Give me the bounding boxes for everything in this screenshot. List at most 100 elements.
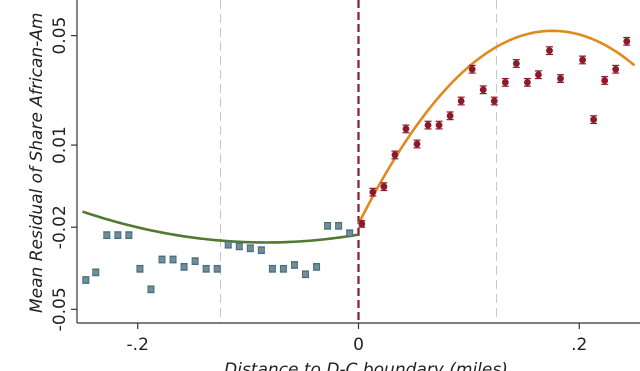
- point-right-21: [601, 76, 609, 85]
- point-left-17: [268, 264, 276, 273]
- marker-left-0: [82, 276, 90, 284]
- point-left-16: [257, 246, 265, 255]
- point-left-7: [158, 255, 166, 264]
- point-left-8: [169, 255, 177, 264]
- marker-left-21: [313, 263, 321, 271]
- marker-right-8: [446, 112, 454, 120]
- axes: -0.05 -0.02 0.01 0.05 -.2 0 .2: [50, 0, 640, 355]
- marker-right-23: [623, 37, 631, 45]
- point-left-12: [213, 264, 221, 273]
- marker-left-22: [324, 222, 332, 230]
- point-right-19: [579, 55, 587, 65]
- point-right-18: [557, 74, 565, 83]
- fit-curves: [82, 29, 636, 244]
- marker-right-1: [369, 188, 377, 196]
- marker-left-1: [92, 268, 100, 276]
- fit-curve-right: [357, 29, 636, 225]
- point-right-6: [424, 120, 432, 130]
- marker-left-24: [346, 229, 354, 237]
- marker-right-20: [590, 116, 598, 124]
- x-tick-label-0: -.2: [127, 335, 149, 355]
- marker-left-15: [246, 244, 254, 252]
- x-tick-label-1: 0: [353, 335, 364, 355]
- marker-left-4: [125, 231, 133, 239]
- point-left-13: [224, 240, 232, 249]
- marker-right-7: [435, 121, 443, 129]
- point-right-16: [534, 70, 542, 80]
- marker-right-15: [524, 78, 531, 86]
- point-right-23: [623, 36, 631, 46]
- point-right-11: [479, 85, 487, 95]
- marker-right-16: [535, 71, 542, 79]
- fit-curve-left: [82, 210, 359, 244]
- marker-left-11: [202, 265, 210, 273]
- point-left-9: [180, 263, 188, 271]
- marker-right-18: [557, 75, 564, 82]
- point-right-4: [402, 124, 410, 134]
- marker-right-0: [358, 220, 366, 228]
- marker-left-9: [180, 263, 188, 271]
- marker-left-17: [268, 265, 276, 273]
- marker-left-19: [290, 261, 298, 269]
- marker-right-12: [490, 97, 498, 105]
- y-tick-label-1: -0.02: [50, 205, 70, 249]
- marker-right-14: [512, 60, 520, 67]
- marker-left-18: [279, 265, 287, 273]
- marker-left-5: [136, 265, 144, 273]
- point-right-9: [457, 96, 465, 106]
- point-left-19: [290, 261, 298, 269]
- point-left-23: [335, 221, 343, 230]
- point-right-3: [391, 150, 399, 160]
- marker-right-9: [457, 97, 465, 105]
- marker-right-21: [601, 77, 609, 84]
- point-right-20: [590, 115, 598, 125]
- marker-right-19: [579, 56, 586, 64]
- point-left-5: [136, 264, 144, 273]
- marker-right-11: [479, 86, 487, 94]
- point-left-20: [302, 270, 310, 279]
- point-right-12: [490, 96, 498, 106]
- y-tick-label-0: -0.05: [50, 287, 70, 331]
- point-right-8: [446, 111, 454, 121]
- x-tick-label-2: .2: [571, 335, 587, 355]
- point-right-5: [413, 139, 421, 149]
- point-right-7: [435, 120, 443, 130]
- point-right-10: [468, 64, 476, 74]
- marker-left-14: [235, 242, 243, 250]
- marker-right-10: [468, 65, 476, 73]
- point-left-4: [125, 231, 133, 240]
- y-axis-title: Mean Residual of Share African-Am: [27, 13, 47, 314]
- marker-right-5: [413, 140, 421, 148]
- marker-right-4: [402, 125, 410, 133]
- point-left-18: [279, 264, 287, 273]
- point-right-1: [369, 187, 377, 197]
- point-left-1: [92, 268, 100, 277]
- point-left-24: [346, 229, 354, 238]
- point-right-17: [545, 46, 553, 56]
- point-right-15: [523, 77, 531, 87]
- y-tick-label-3: 0.05: [50, 17, 70, 55]
- marker-left-10: [191, 257, 199, 265]
- point-left-6: [147, 285, 155, 294]
- marker-left-8: [169, 255, 177, 263]
- point-left-15: [246, 244, 254, 253]
- point-right-13: [501, 77, 509, 87]
- marker-left-20: [302, 270, 310, 278]
- point-left-14: [235, 242, 243, 251]
- marker-right-17: [546, 47, 553, 55]
- marker-left-12: [213, 265, 221, 273]
- marker-right-2: [380, 183, 388, 191]
- point-left-21: [313, 263, 321, 271]
- point-left-3: [114, 231, 122, 240]
- marker-left-7: [158, 255, 166, 263]
- point-left-22: [324, 221, 332, 230]
- point-left-10: [191, 257, 199, 266]
- point-left-0: [82, 276, 90, 284]
- marker-left-13: [224, 241, 232, 249]
- point-right-14: [512, 59, 520, 68]
- marker-left-6: [147, 285, 155, 293]
- marker-right-6: [424, 121, 432, 129]
- marker-right-22: [612, 65, 620, 73]
- marker-left-16: [257, 246, 265, 254]
- point-right-2: [380, 182, 388, 192]
